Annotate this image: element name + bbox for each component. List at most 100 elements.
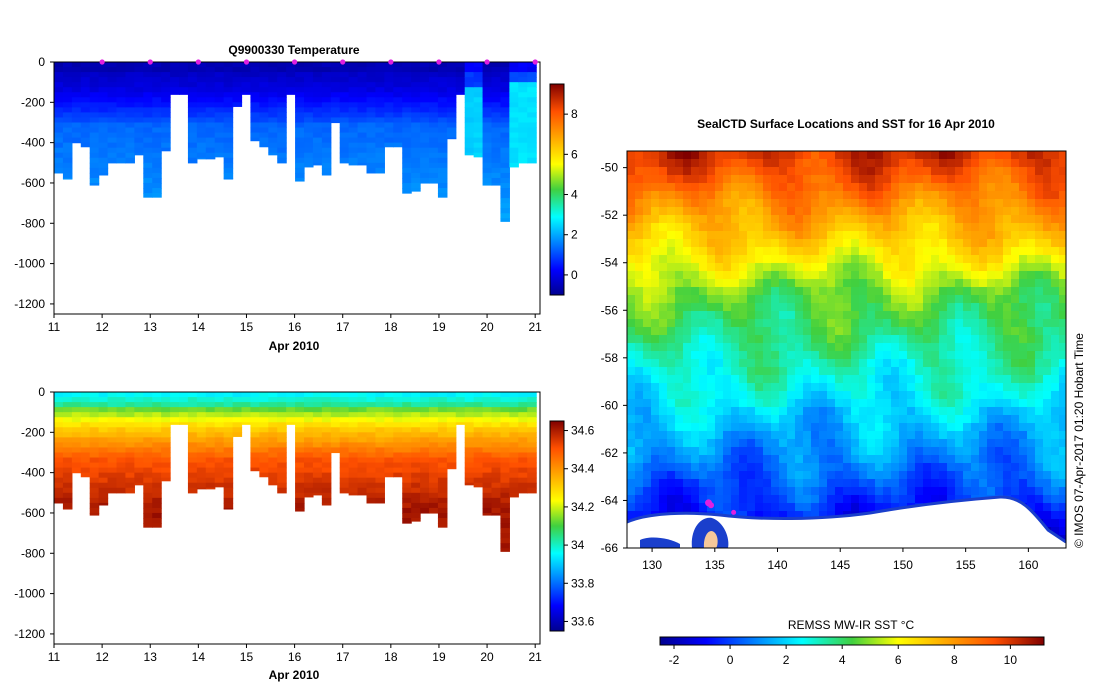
temperature-cell bbox=[393, 72, 403, 78]
temperature-cell bbox=[62, 152, 73, 159]
salinity-cell bbox=[250, 462, 260, 469]
sst-cell bbox=[995, 407, 1004, 416]
salinity-cell bbox=[116, 472, 127, 479]
salinity-cell bbox=[304, 462, 314, 469]
sst-cell bbox=[731, 487, 740, 496]
sst-cell bbox=[1043, 367, 1052, 376]
temperature-cell bbox=[446, 97, 457, 103]
sst-cell bbox=[699, 495, 708, 504]
sst-cell bbox=[803, 295, 812, 304]
temperature-cell bbox=[527, 92, 537, 98]
temperature-cell bbox=[402, 177, 412, 184]
sst-cell bbox=[635, 215, 644, 224]
salinity-cell bbox=[321, 407, 332, 413]
sst-cell bbox=[699, 319, 708, 328]
salinity-cell bbox=[241, 412, 252, 418]
salinity-cell bbox=[295, 487, 305, 494]
temperature-cell bbox=[143, 82, 153, 88]
salinity-cell bbox=[179, 392, 189, 398]
sst-cell bbox=[931, 279, 940, 288]
salinity-cell bbox=[143, 497, 153, 504]
sst-cell bbox=[651, 215, 660, 224]
temperature-cell bbox=[214, 97, 225, 103]
sst-cell bbox=[867, 239, 876, 248]
sst-cell bbox=[827, 439, 836, 448]
sst-cell bbox=[739, 175, 748, 184]
sst-cell bbox=[659, 335, 668, 344]
sst-cell bbox=[1003, 199, 1012, 208]
salinity-cell bbox=[107, 462, 118, 469]
sst-cell bbox=[779, 391, 788, 400]
salinity-cell bbox=[402, 477, 412, 484]
temperature-cell bbox=[89, 92, 100, 98]
sst-cell bbox=[955, 175, 964, 184]
sst-cell bbox=[835, 255, 844, 264]
salinity-cell bbox=[232, 397, 243, 403]
sst-cell bbox=[635, 151, 644, 160]
sst-cell bbox=[907, 431, 916, 440]
sst-cell bbox=[947, 431, 956, 440]
sst-cell bbox=[795, 343, 804, 352]
salinity-cell bbox=[402, 487, 412, 494]
sst-cell bbox=[723, 327, 732, 336]
salinity-cell bbox=[411, 447, 421, 454]
sst-cell bbox=[771, 335, 780, 344]
sst-cell bbox=[1011, 167, 1020, 176]
sst-cell bbox=[1027, 407, 1036, 416]
temperature-cell bbox=[384, 77, 394, 83]
sst-cell bbox=[955, 463, 964, 472]
salinity-cell bbox=[375, 487, 385, 494]
sst-cell bbox=[923, 151, 932, 160]
salinity-cell bbox=[196, 402, 207, 408]
sst-cell bbox=[947, 375, 956, 384]
temperature-cell bbox=[375, 72, 385, 78]
temperature-cell bbox=[411, 67, 421, 73]
sst-cell bbox=[979, 455, 988, 464]
temperature-cell bbox=[268, 132, 278, 139]
temperature-cell bbox=[464, 122, 475, 129]
sst-cell bbox=[667, 407, 676, 416]
sst-cell bbox=[827, 495, 836, 504]
sst-cell bbox=[723, 199, 732, 208]
sst-cell bbox=[635, 495, 644, 504]
temperature-cell bbox=[134, 82, 144, 88]
sst-cell bbox=[939, 479, 948, 488]
sst-cell bbox=[747, 207, 756, 216]
temperature-cell bbox=[205, 107, 216, 113]
salinity-cell bbox=[500, 412, 510, 418]
salinity-cell bbox=[62, 422, 73, 428]
sst-cell bbox=[819, 311, 828, 320]
sst-cell bbox=[699, 415, 708, 424]
salinity-cell bbox=[205, 442, 216, 449]
sst-cell bbox=[907, 391, 916, 400]
sst-cell bbox=[643, 247, 652, 256]
salinity-cell bbox=[196, 432, 207, 438]
salinity-cell bbox=[312, 492, 323, 496]
sst-cell bbox=[683, 495, 692, 504]
salinity-cell bbox=[482, 477, 493, 484]
colorbar-tick-label: 34 bbox=[571, 538, 585, 552]
x-tick-label: 19 bbox=[432, 650, 446, 664]
sst-cell bbox=[843, 407, 852, 416]
sst-cell bbox=[1051, 383, 1060, 392]
sst-cell bbox=[811, 167, 820, 176]
temperature-cell bbox=[518, 97, 528, 103]
sst-cell bbox=[1019, 167, 1028, 176]
temperature-cell bbox=[411, 82, 421, 88]
sst-cell bbox=[867, 399, 876, 408]
sst-cell bbox=[1059, 311, 1066, 320]
sst-cell bbox=[691, 423, 700, 432]
temperature-cell bbox=[241, 72, 252, 78]
sst-cell bbox=[891, 271, 900, 280]
salinity-cell bbox=[125, 427, 135, 433]
salinity-cell bbox=[304, 467, 314, 474]
sst-cell bbox=[667, 375, 676, 384]
sst-cell bbox=[683, 271, 692, 280]
sst-cell bbox=[699, 359, 708, 368]
temperature-cell bbox=[393, 67, 403, 73]
salinity-cell bbox=[437, 482, 448, 489]
sst-cell bbox=[683, 239, 692, 248]
sst-cell bbox=[947, 255, 956, 264]
sst-cell bbox=[955, 295, 964, 304]
sst-cell bbox=[667, 423, 676, 432]
